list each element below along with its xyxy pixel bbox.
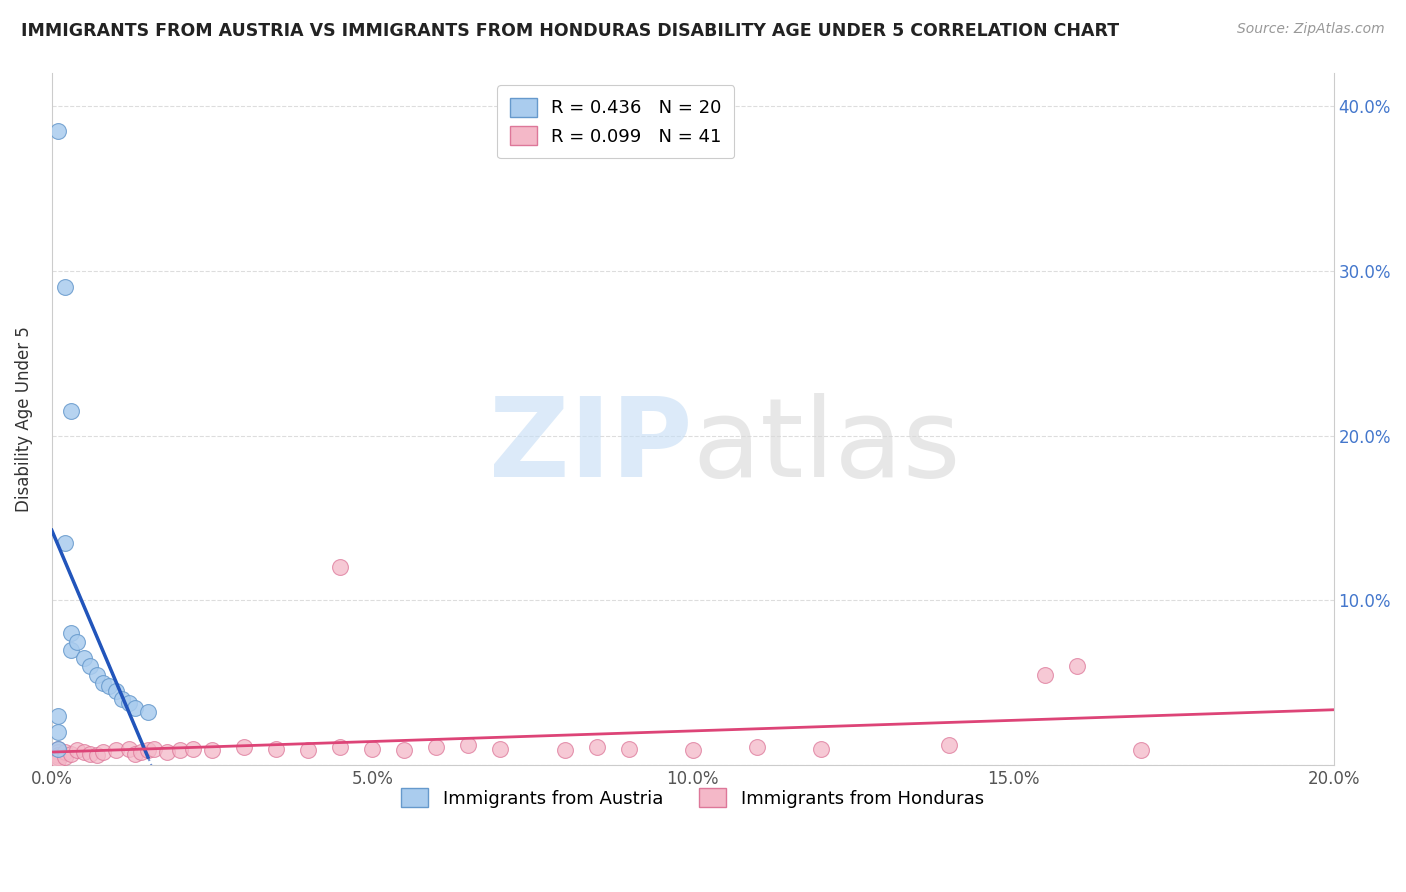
Point <box>425 740 447 755</box>
Point <box>553 743 575 757</box>
Point <box>46 745 69 759</box>
Point <box>104 684 127 698</box>
Point <box>86 748 108 763</box>
Point <box>489 741 512 756</box>
Point <box>297 743 319 757</box>
Point <box>329 560 352 574</box>
Point <box>53 280 76 294</box>
Point <box>53 535 76 549</box>
Point <box>46 725 69 739</box>
Point <box>585 740 607 755</box>
Point <box>938 739 960 753</box>
Point <box>73 745 96 759</box>
Point <box>59 404 82 418</box>
Point <box>91 675 114 690</box>
Text: Source: ZipAtlas.com: Source: ZipAtlas.com <box>1237 22 1385 37</box>
Point <box>201 743 224 757</box>
Point <box>136 706 159 720</box>
Point <box>118 741 141 756</box>
Point <box>143 741 166 756</box>
Point <box>79 747 101 761</box>
Point <box>361 741 384 756</box>
Point <box>329 740 352 755</box>
Point <box>91 745 114 759</box>
Point <box>131 745 153 759</box>
Point <box>111 692 134 706</box>
Point <box>46 708 69 723</box>
Point <box>181 741 204 756</box>
Point <box>1130 743 1153 757</box>
Point <box>46 753 69 767</box>
Point <box>53 745 76 759</box>
Point <box>46 748 69 763</box>
Point <box>1066 659 1088 673</box>
Point <box>98 679 121 693</box>
Point <box>394 743 416 757</box>
Point <box>156 745 179 759</box>
Text: ZIP: ZIP <box>489 393 693 500</box>
Point <box>46 123 69 137</box>
Point <box>104 743 127 757</box>
Point <box>46 741 69 756</box>
Point <box>810 741 832 756</box>
Point <box>53 750 76 764</box>
Point <box>136 743 159 757</box>
Point <box>46 741 69 756</box>
Point <box>457 739 479 753</box>
Point <box>86 667 108 681</box>
Point <box>46 750 69 764</box>
Point <box>118 696 141 710</box>
Legend: Immigrants from Austria, Immigrants from Honduras: Immigrants from Austria, Immigrants from… <box>394 781 991 815</box>
Point <box>66 634 89 648</box>
Point <box>745 740 768 755</box>
Point <box>617 741 640 756</box>
Point <box>66 743 89 757</box>
Text: IMMIGRANTS FROM AUSTRIA VS IMMIGRANTS FROM HONDURAS DISABILITY AGE UNDER 5 CORRE: IMMIGRANTS FROM AUSTRIA VS IMMIGRANTS FR… <box>21 22 1119 40</box>
Point <box>233 740 256 755</box>
Point <box>169 743 191 757</box>
Text: atlas: atlas <box>693 393 962 500</box>
Point <box>124 747 146 761</box>
Point <box>124 700 146 714</box>
Point <box>1033 667 1056 681</box>
Point <box>59 643 82 657</box>
Point <box>73 651 96 665</box>
Y-axis label: Disability Age Under 5: Disability Age Under 5 <box>15 326 32 512</box>
Point <box>264 741 287 756</box>
Point <box>59 747 82 761</box>
Point <box>682 743 704 757</box>
Point <box>79 659 101 673</box>
Point <box>59 626 82 640</box>
